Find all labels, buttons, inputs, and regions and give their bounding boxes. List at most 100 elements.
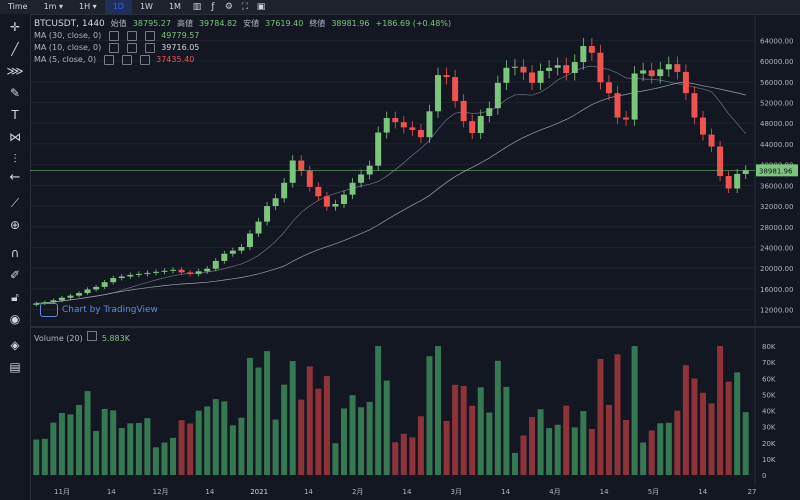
volume-bar	[511, 452, 518, 475]
time-tick: 27	[748, 488, 757, 496]
timeframe-label: Time	[8, 2, 28, 11]
volume-bar	[623, 420, 630, 475]
volume-legend[interactable]: Volume (20) 5.883K	[34, 331, 130, 343]
screenshot-icon[interactable]: ▣	[256, 2, 266, 12]
candle-body	[33, 303, 40, 305]
volume-bar	[742, 412, 749, 475]
candle-body	[383, 118, 390, 133]
top-toolbar: Time 1m ▾ 1H ▾ 1D 1W 1M ▥ ƒ ⚙ ⛶ ▣	[0, 0, 800, 15]
candle-style-icon[interactable]: ▥	[192, 2, 202, 12]
volume-bar	[717, 346, 724, 475]
change-value: +186.69 (+0.48%)	[375, 19, 452, 28]
candle-body	[546, 67, 553, 71]
volume-bar	[127, 423, 134, 475]
candle-body	[358, 174, 365, 183]
volume-bar	[409, 437, 416, 475]
volume-bar	[161, 442, 168, 475]
settings-icon[interactable]: ⚙	[224, 2, 233, 12]
volume-bar	[212, 399, 219, 475]
candle-body	[67, 295, 74, 298]
timeframe-1mo-button[interactable]: 1M	[168, 2, 181, 11]
candle-body	[212, 260, 219, 269]
close-icon[interactable]	[145, 43, 156, 53]
price-tick: 60000.00	[760, 58, 793, 66]
close-icon[interactable]	[140, 55, 151, 65]
indicator-label: MA (30, close, 0)	[34, 31, 102, 40]
measure-icon[interactable]: ⫶	[13, 152, 17, 166]
close-icon[interactable]	[145, 31, 156, 41]
crosshair-icon[interactable]: ✛	[9, 20, 21, 34]
eye-toggle-icon[interactable]	[104, 55, 115, 65]
trend-line-icon[interactable]: ╱	[11, 42, 19, 56]
volume-bar	[101, 408, 108, 475]
timeframe-1h-dropdown[interactable]: 1H ▾	[79, 2, 97, 11]
candle-body	[503, 67, 510, 83]
candle-body	[161, 270, 168, 272]
candle-body	[298, 160, 305, 171]
eye-toggle-icon[interactable]	[109, 31, 120, 41]
low-value: 37619.40	[265, 19, 304, 28]
volume-bar	[580, 411, 587, 475]
indicator-ma5[interactable]: MA (5, close, 0) 37435.40	[34, 54, 451, 66]
eye-icon[interactable]: ◉	[9, 312, 21, 326]
candle-body	[264, 206, 271, 222]
time-tick: 2021	[250, 488, 268, 496]
timeframe-1w-button[interactable]: 1W	[139, 2, 153, 11]
candle-body	[452, 77, 459, 101]
volume-value: 5.883K	[101, 334, 130, 343]
volume-bar	[443, 420, 450, 475]
candle-body	[699, 117, 706, 135]
indicators-icon[interactable]: ƒ	[211, 2, 215, 12]
back-arrow-icon[interactable]: ←	[9, 170, 21, 185]
ruler-icon[interactable]: ⟋	[10, 196, 20, 210]
candle-body	[101, 282, 108, 287]
layers-icon[interactable]: ◈	[10, 338, 20, 352]
time-tick: 3月	[451, 488, 462, 496]
volume-bar	[135, 422, 142, 475]
candle-body	[708, 134, 715, 147]
volume-bar	[674, 410, 681, 475]
draw-lock-icon[interactable]: ✐	[9, 268, 21, 282]
candle-body	[204, 268, 211, 272]
settings-icon[interactable]	[122, 55, 133, 65]
price-tick: 32000.00	[760, 203, 793, 211]
fib-icon[interactable]: ⋙	[6, 64, 24, 78]
settings-icon[interactable]	[87, 331, 98, 341]
tradingview-attribution[interactable]: Chart by TradingView	[40, 303, 158, 317]
volume-bar	[195, 410, 202, 475]
volume-bar	[332, 443, 339, 475]
candle-body	[332, 204, 339, 207]
brush-icon[interactable]: ✎	[9, 86, 21, 100]
text-icon[interactable]: T	[11, 108, 19, 122]
timeframe-1m-dropdown[interactable]: 1m ▾	[43, 2, 64, 11]
magnet-icon[interactable]: ∩	[10, 246, 20, 260]
indicator-ma30[interactable]: MA (30, close, 0) 49779.57	[34, 30, 451, 42]
volume-tick: 60K	[762, 375, 776, 383]
timeframe-1d-button[interactable]: 1D	[104, 0, 132, 14]
settings-icon[interactable]	[127, 31, 138, 41]
volume-bar	[725, 381, 732, 475]
candle-body	[170, 269, 177, 271]
candle-body	[648, 70, 655, 77]
candle-body	[674, 64, 681, 72]
volume-bar	[67, 414, 74, 475]
trash-icon[interactable]: ▤	[9, 360, 21, 374]
price-tick: 20000.00	[760, 265, 793, 273]
volume-bar	[546, 428, 553, 475]
symbol-name[interactable]: BTCUSDT, 1440	[34, 19, 105, 29]
lock-icon[interactable]: 🔓︎	[11, 290, 19, 304]
eye-toggle-icon[interactable]	[109, 43, 120, 53]
volume-bar	[435, 346, 442, 475]
candle-body	[110, 278, 117, 283]
time-tick: 14	[107, 488, 116, 496]
volume-bar	[417, 416, 424, 475]
fullscreen-icon[interactable]: ⛶	[241, 2, 249, 12]
settings-icon[interactable]	[127, 43, 138, 53]
indicator-ma10[interactable]: MA (10, close, 0) 39716.05	[34, 42, 451, 54]
candle-body	[426, 111, 433, 138]
price-tick: 28000.00	[760, 224, 793, 232]
pattern-icon[interactable]: ⋈	[9, 130, 21, 144]
zoom-icon[interactable]: ⊕	[9, 218, 21, 232]
volume-bar	[665, 422, 672, 475]
